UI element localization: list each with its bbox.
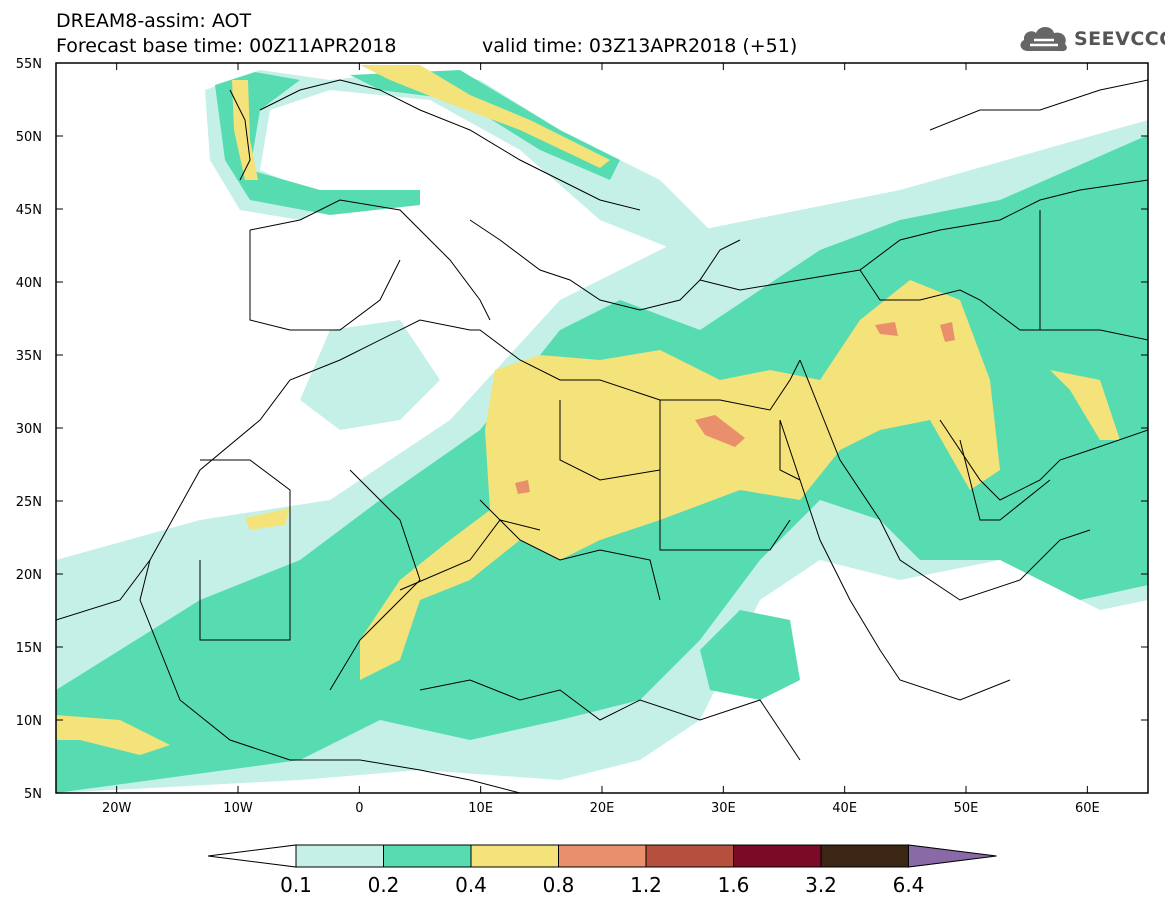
- colorbar-swatch: [558, 844, 647, 868]
- aot-region-0.4: [56, 715, 170, 755]
- colorbar-label: 1.6: [718, 873, 750, 897]
- lon-label: 40E: [832, 801, 857, 816]
- lat-label: 55N: [16, 57, 42, 72]
- lat-label: 10N: [16, 714, 42, 729]
- lat-label: 15N: [16, 641, 42, 656]
- lat-label: 20N: [16, 568, 42, 583]
- forecast-base-time: Forecast base time: 00Z11APR2018: [56, 35, 397, 57]
- lon-label: 20E: [590, 801, 615, 816]
- lat-label: 25N: [16, 495, 42, 510]
- colorbar-swatch: [820, 844, 909, 868]
- aot-region-0.4: [232, 80, 258, 180]
- valid-time: valid time: 03Z13APR2018 (+51): [482, 35, 798, 57]
- aot-region-0.4: [360, 280, 1000, 680]
- lon-label: 30E: [711, 801, 736, 816]
- aot-region-0.4: [245, 508, 290, 530]
- coastlines-and-borders: [56, 79, 1148, 793]
- colorbar-swatch: [470, 844, 559, 868]
- aot-region-0.8: [940, 322, 955, 342]
- lon-axis: 20W 10W 0 10E 20E 30E 40E 50E 60E: [102, 63, 1100, 816]
- aot-region-0.2: [215, 72, 420, 215]
- colorbar-label: 0.2: [368, 873, 400, 897]
- colorbar-arrow-low: [207, 844, 297, 868]
- aot-region-0.8: [695, 415, 745, 447]
- aot-region-0.2: [350, 70, 620, 180]
- cloud-icon: [1020, 27, 1067, 52]
- lat-label: 40N: [16, 276, 42, 291]
- lon-label: 10W: [223, 801, 253, 816]
- lat-axis: 55N 50N 45N 40N 35N 30N 25N 20N 15N 10N 5N: [16, 57, 1148, 802]
- lon-label: 0: [355, 801, 363, 816]
- colorbar-label: 0.4: [455, 873, 487, 897]
- colorbar-label: 0.1: [280, 873, 312, 897]
- lat-label: 35N: [16, 349, 42, 364]
- aot-field: [56, 65, 1148, 793]
- aot-region-0.8: [875, 322, 898, 336]
- colorbar-label: 0.8: [543, 873, 575, 897]
- lat-label: 30N: [16, 422, 42, 437]
- colorbar-label: 3.2: [805, 873, 837, 897]
- aot-region-0.2: [700, 610, 800, 700]
- seevccc-logo: SEEVCCC: [1018, 22, 1165, 56]
- colorbar-swatch: [383, 844, 472, 868]
- colorbar-swatch: [295, 844, 384, 868]
- lon-label: 60E: [1075, 801, 1100, 816]
- lat-label: 50N: [16, 130, 42, 145]
- colorbar-swatch: [733, 844, 822, 868]
- colorbar-label: 6.4: [893, 873, 925, 897]
- map-title: DREAM8-assim: AOT: [56, 10, 252, 32]
- colorbar-swatch: [645, 844, 734, 868]
- lon-label: 10E: [468, 801, 493, 816]
- lat-label: 5N: [24, 787, 42, 802]
- colorbar: 0.1 0.2 0.4 0.8 1.2 1.6 3.2 6.4: [207, 844, 997, 897]
- lon-label: 20W: [102, 801, 132, 816]
- aot-region-0.4: [360, 65, 610, 168]
- lon-label: 50E: [954, 801, 979, 816]
- colorbar-arrow-high: [908, 844, 997, 868]
- colorbar-label: 1.2: [630, 873, 662, 897]
- aot-region-0.8: [515, 480, 530, 494]
- aot-region-0.1: [300, 320, 440, 430]
- lat-label: 45N: [16, 203, 42, 218]
- logo-text: SEEVCCC: [1074, 28, 1165, 50]
- aot-region-0.4: [1050, 370, 1120, 440]
